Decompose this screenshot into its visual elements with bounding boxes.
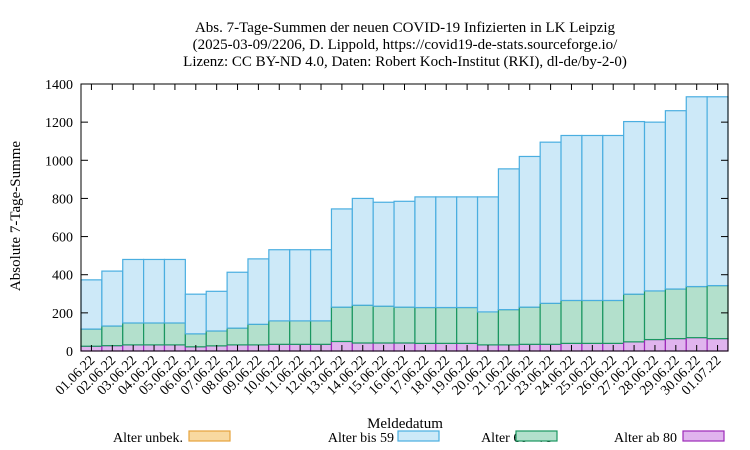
bar-alter-bis-59-13.06.22	[330, 208, 353, 308]
legend-label-1: Alter unbek.	[113, 431, 183, 446]
bar-alter-60-79-29.06.22	[664, 288, 687, 340]
bar-alter-60-79-08.06.22	[226, 327, 249, 346]
bar-alter-60-79-02.06.22	[101, 325, 124, 347]
bar-alter-bis-59-27.06.22	[623, 120, 646, 295]
bar-alter-bis-59-11.06.22	[289, 249, 312, 322]
y-tick-label: 400	[52, 269, 73, 284]
y-axis-label: Absolute 7-Tage-Summe	[8, 141, 24, 292]
title-line-1: Abs. 7-Tage-Summen der neuen COVID-19 In…	[195, 20, 616, 36]
bar-alter-bis-59-05.06.22	[163, 258, 186, 324]
bar-alter-60-79-15.06.22	[372, 305, 395, 344]
bar-alter-60-79-11.06.22	[289, 320, 312, 345]
chart-title: Abs. 7-Tage-Summen der neuen COVID-19 In…	[183, 20, 627, 70]
legend-swatch-2	[397, 430, 440, 442]
bar-alter-60-79-01.07.22	[706, 284, 729, 340]
bar-alter-bis-59-10.06.22	[268, 249, 291, 322]
bar-alter-bis-59-22.06.22	[518, 155, 541, 308]
x-axis-label: Meldedatum	[367, 416, 443, 432]
y-tick-label: 1400	[45, 78, 73, 93]
bar-alter-bis-59-20.06.22	[476, 196, 500, 313]
y-tick-label: 0	[66, 345, 73, 360]
legend-label-4: Alter ab 80	[614, 431, 677, 446]
bar-alter-60-79-07.06.22	[205, 330, 228, 347]
bar-alter-bis-59-18.06.22	[435, 196, 458, 309]
bar-alter-bis-59-25.06.22	[581, 134, 604, 302]
bar-alter-bis-59-29.06.22	[664, 110, 687, 290]
bar-alter-bis-59-06.06.22	[184, 293, 207, 335]
legend-label-2: Alter bis 59	[328, 431, 394, 446]
title-line-3: Lizenz: CC BY-ND 4.0, Daten: Robert Koch…	[183, 54, 627, 70]
bar-alter-60-79-13.06.22	[330, 306, 353, 343]
bar-alter-60-79-12.06.22	[309, 320, 333, 345]
bar-alter-bis-59-03.06.22	[122, 258, 145, 324]
bar-alter-60-79-19.06.22	[456, 306, 479, 344]
y-tick-label: 200	[52, 307, 73, 322]
bar-alter-bis-59-23.06.22	[539, 141, 562, 304]
bar-alter-60-79-20.06.22	[476, 311, 500, 346]
bar-alter-bis-59-19.06.22	[456, 196, 479, 309]
y-tick-label: 800	[52, 192, 73, 207]
bar-alter-60-79-05.06.22	[163, 322, 186, 346]
bar-alter-bis-59-16.06.22	[393, 200, 416, 308]
title-line-2: (2025-03-09/2206, D. Lippold, https://co…	[193, 37, 618, 53]
bar-alter-60-79-06.06.22	[184, 333, 207, 348]
bar-alter-bis-59-30.06.22	[685, 96, 708, 288]
y-tick-label: 1000	[45, 154, 73, 169]
bar-alter-bis-59-02.06.22	[101, 270, 124, 327]
bar-alter-60-79-04.06.22	[143, 322, 166, 346]
bar-alter-60-79-25.06.22	[581, 299, 604, 344]
bar-alter-60-79-17.06.22	[414, 306, 437, 344]
bar-alter-60-79-03.06.22	[122, 322, 145, 346]
bar-alter-bis-59-15.06.22	[372, 201, 395, 307]
bar-alter-60-79-24.06.22	[560, 299, 583, 344]
bar-alter-60-79-09.06.22	[247, 323, 270, 346]
bar-alter-bis-59-07.06.22	[205, 290, 228, 332]
y-tick-label: 1200	[45, 116, 73, 131]
bar-alter-60-79-28.06.22	[643, 290, 666, 341]
bar-alter-60-79-23.06.22	[539, 302, 562, 345]
bar-alter-60-79-21.06.22	[497, 309, 520, 346]
bar-alter-bis-59-09.06.22	[247, 258, 270, 325]
legend-swatch-3	[515, 430, 558, 442]
bar-alter-60-79-22.06.22	[518, 306, 541, 345]
bar-alter-bis-59-28.06.22	[643, 121, 666, 292]
bar-alter-60-79-30.06.22	[685, 285, 708, 339]
bars	[80, 96, 729, 352]
bar-alter-60-79-18.06.22	[435, 306, 458, 344]
bar-alter-bis-59-24.06.22	[560, 134, 583, 302]
bar-alter-bis-59-14.06.22	[351, 197, 374, 306]
bar-alter-bis-59-01.07.22	[706, 96, 729, 287]
bar-alter-bis-59-26.06.22	[602, 134, 625, 302]
bar-alter-60-79-27.06.22	[623, 293, 646, 343]
bar-alter-60-79-26.06.22	[602, 299, 625, 344]
y-tick-label: 600	[52, 231, 73, 246]
legend-swatch-1	[188, 430, 231, 442]
bar-alter-60-79-10.06.22	[268, 320, 291, 345]
bar-alter-bis-59-21.06.22	[497, 168, 520, 311]
bar-alter-60-79-16.06.22	[393, 306, 416, 344]
bar-alter-bis-59-12.06.22	[309, 249, 333, 322]
legend-swatch-4	[682, 430, 725, 442]
bar-alter-bis-59-17.06.22	[414, 196, 437, 309]
bar-alter-60-79-14.06.22	[351, 304, 374, 344]
bar-alter-bis-59-08.06.22	[226, 271, 249, 329]
bar-alter-bis-59-04.06.22	[143, 258, 166, 324]
bar-alter-60-79-01.06.22	[80, 328, 103, 347]
bar-alter-bis-59-01.06.22	[80, 279, 103, 330]
